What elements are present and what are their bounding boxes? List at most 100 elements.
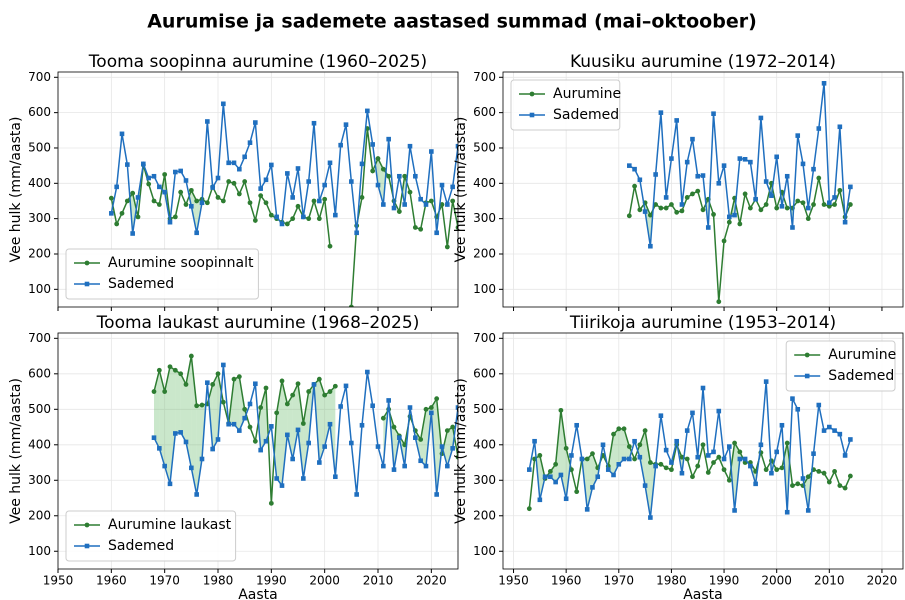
marker (306, 179, 311, 184)
marker (842, 485, 848, 491)
marker (343, 383, 349, 389)
marker (109, 211, 114, 216)
axes-frame (502, 71, 904, 308)
y-axis-label: Vee hulk (mm/aasta) (453, 378, 469, 524)
marker (663, 205, 669, 211)
marker (327, 160, 333, 166)
marker (805, 205, 811, 211)
fill-between (624, 428, 630, 459)
fill-between (330, 386, 336, 477)
marker (637, 454, 643, 460)
marker (637, 207, 643, 213)
marker (847, 473, 853, 479)
marker (727, 444, 732, 449)
marker (407, 143, 413, 149)
y-tick-label: 600 (473, 105, 496, 119)
marker (684, 159, 690, 165)
x-tick-label: 2010 (814, 574, 845, 588)
marker (674, 438, 679, 444)
marker (827, 424, 832, 430)
x-tick-label: 2020 (416, 574, 447, 588)
marker (338, 404, 343, 409)
marker (832, 428, 837, 433)
y-tick-label: 200 (28, 246, 51, 260)
marker (811, 202, 816, 207)
x-tick-label: 2000 (761, 574, 792, 588)
fill-between (159, 370, 165, 467)
marker (837, 124, 843, 130)
y-tick-label: 400 (28, 437, 51, 451)
marker (237, 428, 242, 433)
subplot-title: Kuusiku aurumine (1972–2014) (570, 52, 836, 72)
marker (402, 173, 408, 179)
x-tick-label: 1960 (551, 574, 582, 588)
marker (690, 191, 695, 197)
marker (295, 203, 301, 209)
marker (804, 373, 810, 379)
y-tick-label: 300 (473, 473, 496, 487)
y-tick-label: 200 (473, 246, 496, 260)
marker (527, 467, 532, 472)
marker (450, 424, 456, 430)
marker (800, 200, 806, 206)
marker (674, 209, 680, 215)
marker (295, 427, 301, 433)
marker (695, 463, 701, 469)
fill-between (442, 430, 448, 467)
marker (663, 465, 669, 471)
marker (632, 166, 637, 172)
marker (684, 195, 690, 200)
marker (173, 169, 178, 175)
marker (763, 179, 769, 184)
fill-between (196, 405, 202, 495)
axes-frame (57, 332, 459, 570)
marker (600, 442, 606, 448)
marker (679, 208, 685, 214)
marker (183, 178, 189, 183)
marker (832, 202, 837, 207)
marker (236, 374, 242, 380)
marker (290, 195, 295, 200)
marker (231, 421, 237, 427)
marker (627, 163, 632, 168)
marker (663, 447, 669, 453)
marker (563, 445, 569, 451)
marker (642, 428, 648, 433)
marker (178, 371, 184, 377)
marker (162, 463, 167, 469)
marker (167, 219, 173, 225)
marker (663, 195, 669, 200)
marker (727, 214, 732, 220)
marker (805, 508, 811, 513)
marker (189, 465, 194, 471)
marker (84, 281, 90, 287)
plot-area (108, 101, 458, 307)
marker (354, 492, 359, 497)
marker (316, 376, 322, 382)
marker (263, 177, 269, 183)
marker (774, 205, 780, 211)
marker (574, 489, 580, 495)
marker (758, 115, 764, 121)
marker (579, 456, 585, 462)
y-tick-label: 300 (28, 211, 51, 225)
marker (413, 435, 418, 440)
marker (821, 202, 827, 207)
marker (300, 421, 306, 426)
marker (215, 437, 221, 442)
marker (242, 415, 247, 421)
marker (258, 447, 263, 453)
marker (215, 175, 221, 181)
marker (737, 221, 743, 227)
fill-between (539, 455, 545, 500)
marker (381, 463, 386, 469)
marker (444, 244, 450, 250)
marker (322, 444, 327, 449)
marker (231, 180, 237, 186)
y-tick-label: 700 (28, 331, 51, 345)
subplot-title: Tiirikoja aurumine (1953–2014) (569, 313, 836, 333)
marker (370, 403, 375, 409)
marker (301, 214, 306, 220)
marker (621, 456, 627, 462)
marker (242, 406, 248, 412)
